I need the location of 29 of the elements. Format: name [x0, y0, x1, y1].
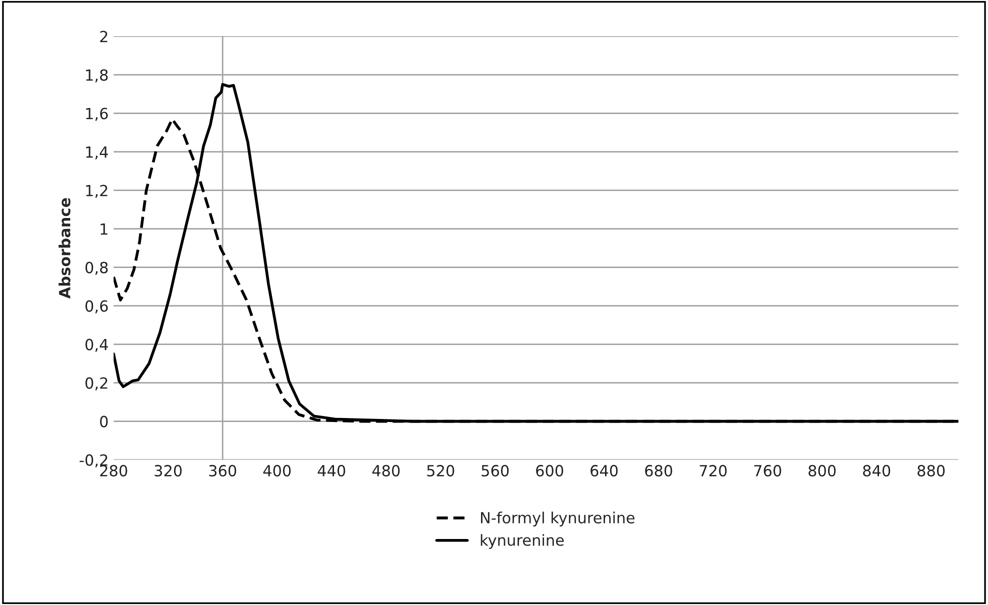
- y-axis-title: Absorbance: [58, 198, 70, 299]
- y-tick-label: 1,4: [86, 146, 108, 160]
- x-tick-label: 440: [318, 464, 346, 476]
- y-tick-label: 1,2: [86, 184, 108, 198]
- x-tick-label: 400: [263, 464, 291, 476]
- x-tick-label: 760: [754, 464, 782, 476]
- x-tick-label: 720: [700, 464, 727, 476]
- x-tick-label: 480: [372, 464, 400, 476]
- y-tick-label: 1: [100, 223, 108, 235]
- x-tick-label: 560: [482, 464, 509, 476]
- x-tick-label: 800: [808, 464, 836, 476]
- legend-label: kynurenine: [480, 534, 564, 549]
- y-tick-label: 1,8: [86, 69, 108, 82]
- y-tick-label: 0,8: [85, 262, 108, 275]
- x-tick-label: 840: [863, 464, 890, 476]
- x-tick-label: 600: [536, 464, 564, 476]
- y-tick-label: 0: [100, 416, 108, 428]
- x-tick-label: 520: [427, 464, 454, 476]
- y-tick-label: 0,2: [85, 377, 108, 390]
- y-tick-label: 2: [100, 30, 108, 42]
- x-tick-label: 680: [645, 464, 672, 476]
- x-tick-label: 360: [209, 464, 236, 476]
- x-tick-label: 880: [918, 464, 945, 476]
- y-tick-label: 1,6: [86, 108, 108, 121]
- legend-label: N-formyl kynurenine: [481, 512, 634, 526]
- x-tick-label: 640: [590, 464, 618, 476]
- x-tick-label: 320: [154, 464, 182, 476]
- y-tick-label: 0,4: [85, 338, 108, 352]
- y-tick-label: 0,6: [85, 300, 108, 314]
